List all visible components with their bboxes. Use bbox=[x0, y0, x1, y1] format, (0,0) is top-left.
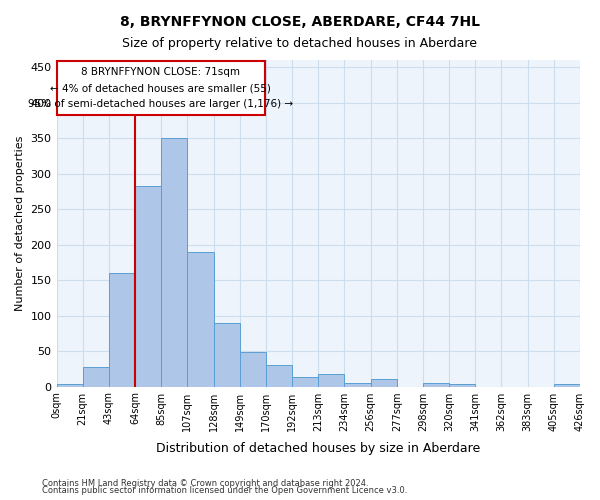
Bar bbox=[187, 252, 214, 386]
Y-axis label: Number of detached properties: Number of detached properties bbox=[15, 136, 25, 311]
Bar bbox=[214, 322, 240, 386]
Bar bbox=[56, 384, 83, 386]
Bar bbox=[135, 186, 161, 386]
Bar bbox=[371, 380, 397, 386]
Bar bbox=[423, 383, 449, 386]
FancyBboxPatch shape bbox=[56, 62, 265, 114]
Bar bbox=[109, 273, 135, 386]
X-axis label: Distribution of detached houses by size in Aberdare: Distribution of detached houses by size … bbox=[156, 442, 481, 455]
Bar bbox=[344, 383, 371, 386]
Bar bbox=[83, 366, 109, 386]
Text: Contains HM Land Registry data © Crown copyright and database right 2024.: Contains HM Land Registry data © Crown c… bbox=[42, 478, 368, 488]
Bar bbox=[449, 384, 475, 386]
Bar bbox=[266, 365, 292, 386]
Bar bbox=[292, 378, 318, 386]
Text: 8 BRYNFFYNON CLOSE: 71sqm
← 4% of detached houses are smaller (55)
95% of semi-d: 8 BRYNFFYNON CLOSE: 71sqm ← 4% of detach… bbox=[28, 68, 293, 108]
Bar bbox=[240, 352, 266, 386]
Bar bbox=[554, 384, 580, 386]
Text: 8, BRYNFFYNON CLOSE, ABERDARE, CF44 7HL: 8, BRYNFFYNON CLOSE, ABERDARE, CF44 7HL bbox=[120, 15, 480, 29]
Bar bbox=[161, 138, 187, 386]
Bar bbox=[318, 374, 344, 386]
Text: Size of property relative to detached houses in Aberdare: Size of property relative to detached ho… bbox=[122, 38, 478, 51]
Text: Contains public sector information licensed under the Open Government Licence v3: Contains public sector information licen… bbox=[42, 486, 407, 495]
